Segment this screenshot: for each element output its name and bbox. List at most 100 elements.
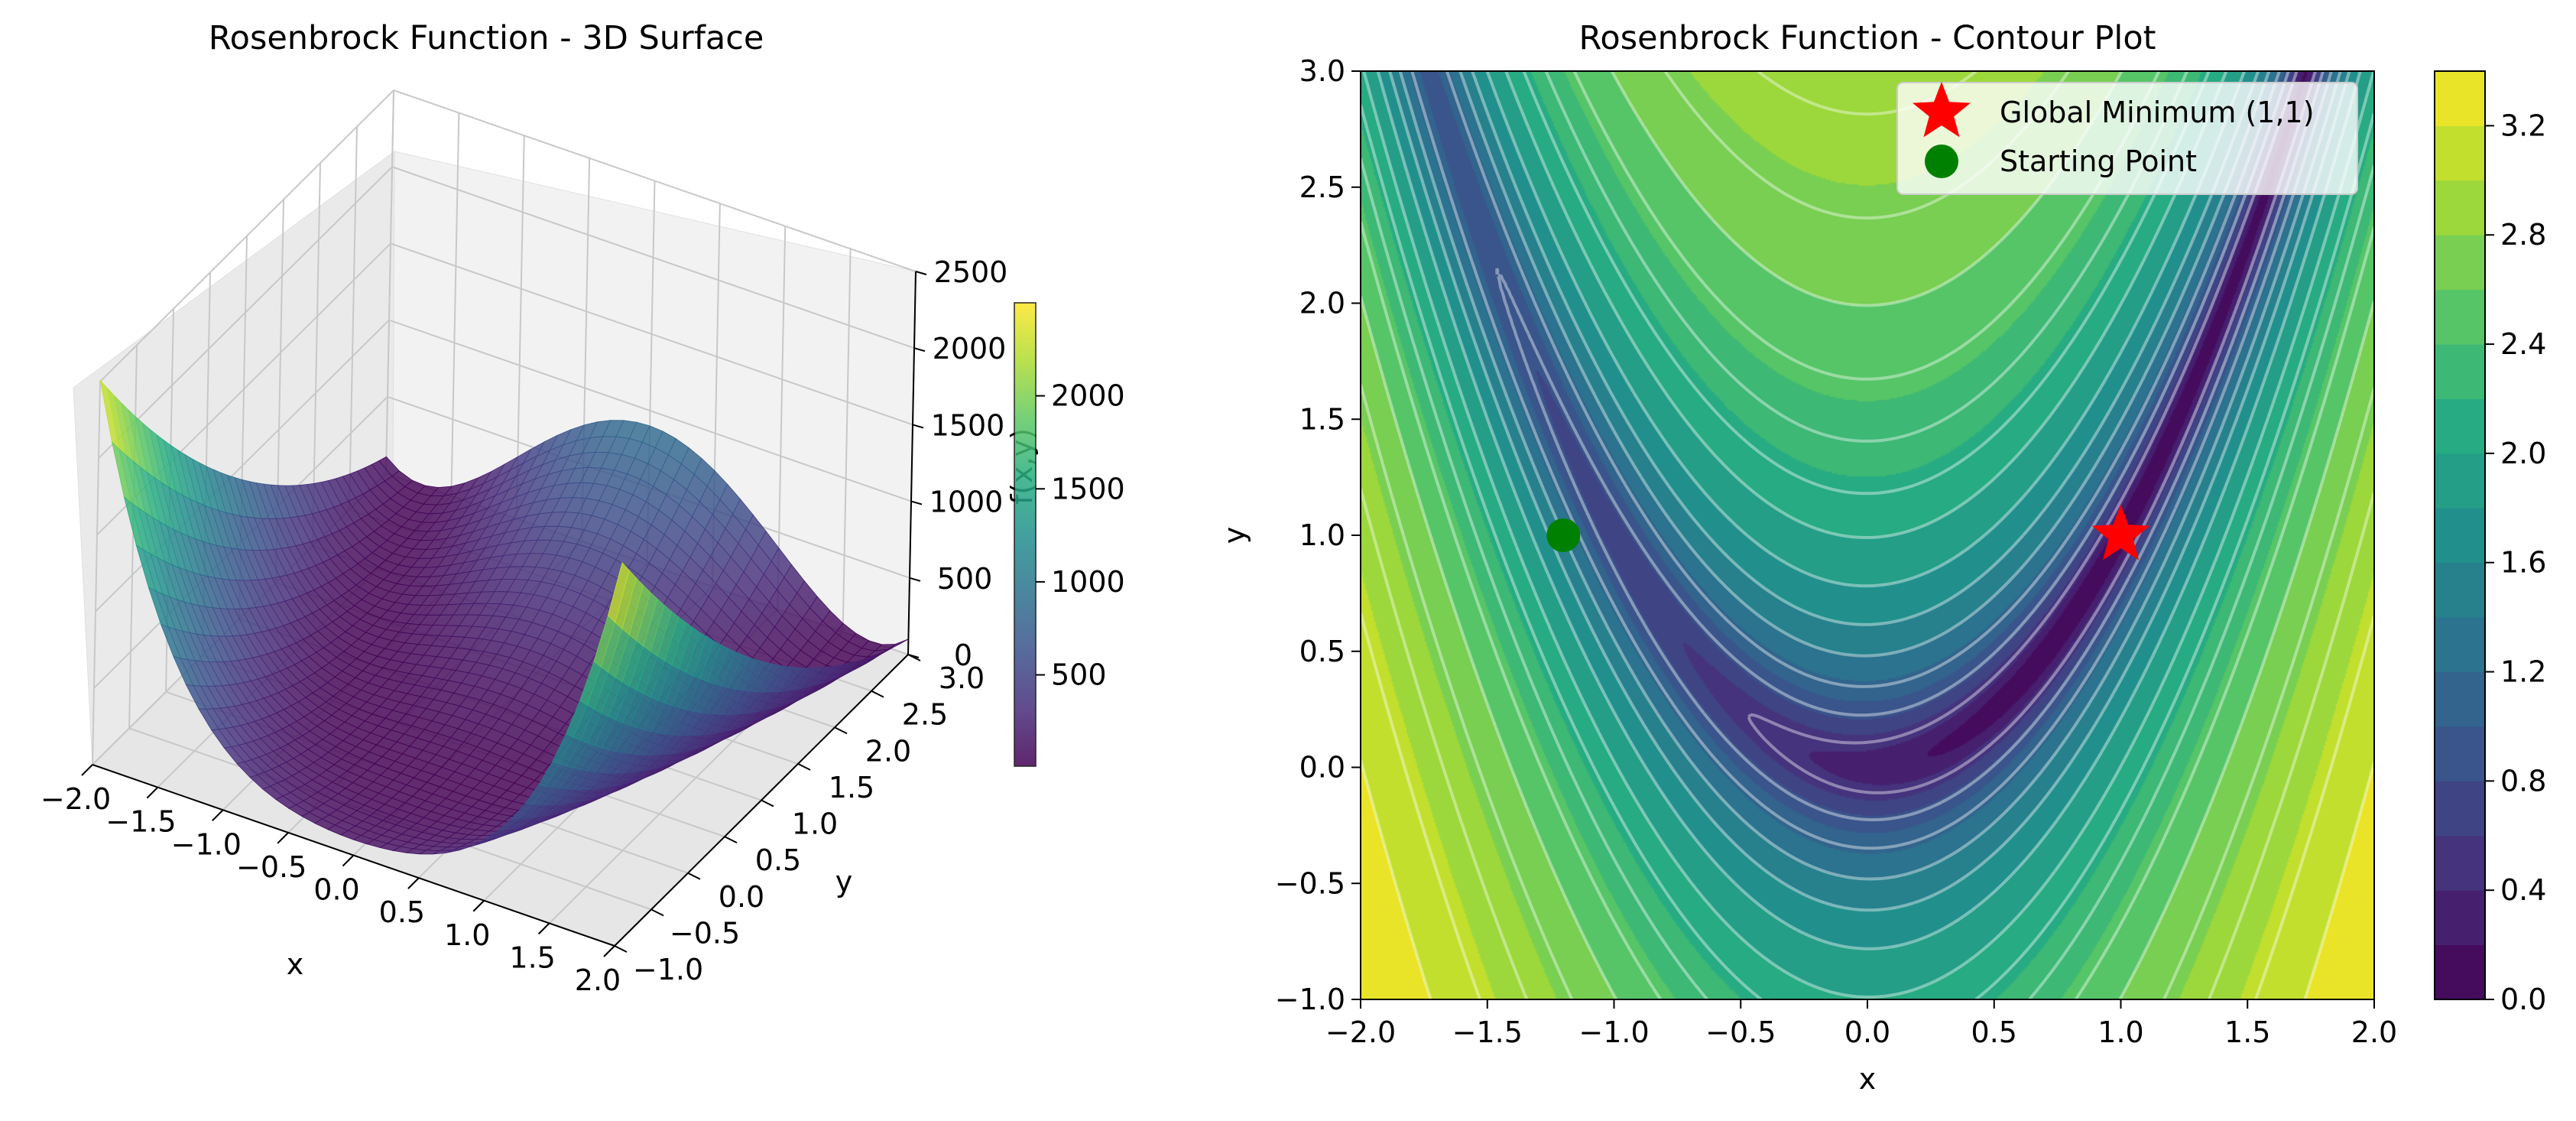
surface-panel: Rosenbrock Function - 3D Surface −2.0−1.… [41, 19, 1125, 997]
surface-x-tick-label: 2.0 [575, 963, 621, 997]
surface-y-tick-label: −0.5 [670, 916, 740, 950]
surface-x-tick [472, 900, 485, 912]
surface-y-tick-label: 0.0 [719, 880, 764, 914]
surface-y-tick-label: −1.0 [633, 953, 703, 986]
surface-ticks: −2.0−1.5−1.0−0.50.00.51.01.52.0 −1.0−0.50… [41, 255, 1008, 997]
contour-colorbar [2434, 70, 2486, 1000]
contour-colorbar-tick-label: 3.2 [2500, 109, 2546, 142]
surface-y-tick-label: 3.0 [939, 661, 985, 695]
surface-x-tick [81, 764, 93, 776]
global-minimum-star [2091, 505, 2150, 560]
contour-y-tick-label: 0.0 [1299, 751, 1345, 785]
surface-y-tick [871, 690, 884, 698]
surface-x-tick-label: 0.0 [313, 873, 359, 907]
surface-y-tick [761, 799, 774, 807]
surface-y-tick-label: 0.5 [755, 843, 801, 877]
surface-z-tick-label: 500 [937, 562, 993, 596]
contour-panel: Rosenbrock Function - Contour Plot −2.0−… [1218, 19, 2546, 1096]
surface-x-tick [537, 922, 550, 935]
legend-star-icon [1913, 82, 1971, 138]
contour-y-tick-label: −0.5 [1275, 866, 1345, 900]
surface-x-tick [212, 809, 224, 821]
contour-fill [1361, 71, 2374, 999]
contour-x-tick-label: 1.5 [2224, 1015, 2270, 1049]
contour-line [1361, 612, 2374, 999]
surface-colorbar [1014, 302, 1037, 767]
colorbar-band [2435, 671, 2485, 727]
contour-x-tick-label: 0.0 [1844, 1015, 1890, 1049]
surface-x-tick-label: 0.5 [379, 895, 425, 929]
colorbar-band [2435, 726, 2485, 781]
surface-y-tick-label: 2.0 [865, 734, 911, 768]
legend-box [1896, 82, 2358, 195]
surface-x-tick-label: −0.5 [236, 850, 307, 884]
surface-x-tick-label: −2.0 [41, 782, 111, 816]
surface-y-tick [797, 762, 811, 771]
contour-markers [1546, 505, 2150, 560]
colorbar-band [2435, 944, 2485, 1000]
contour-xlabel: x [1859, 1062, 1877, 1096]
contour-x-tick-label: −1.5 [1452, 1015, 1523, 1049]
surface-x-tick [277, 832, 289, 844]
surface-x-tick-label: 1.0 [444, 918, 490, 952]
surface-y-tick [650, 908, 664, 917]
surface-z-tick [909, 577, 921, 582]
surface-z-tick [912, 424, 924, 429]
surface-y-tick-label: 1.0 [792, 807, 838, 841]
surface-z-axis-line [907, 271, 917, 655]
contour-line [1361, 71, 2374, 999]
contour-colorbar-tick-label: 1.2 [2500, 655, 2546, 689]
starting-point-circle [1546, 518, 1581, 552]
contour-ticks: −2.0 −1.5 −1.0 −0.5 0.0 0.5 1.0 1.5 2.0 −1.0 −0.5 0… [1275, 54, 2398, 1049]
surface-z-tick [907, 654, 920, 658]
colorbar-band [2435, 781, 2485, 837]
colorbar-band [2435, 562, 2485, 618]
contour-colorbar-tick-label: 2.4 [2500, 327, 2546, 361]
contour-ylabel: y [1218, 527, 1251, 544]
contour-y-tick-label: 2.5 [1299, 171, 1345, 204]
surface-xlabel: x [287, 947, 304, 981]
contour-colorbar-ticks: 0.0 0.4 0.8 1.2 1.6 2.0 2.4 2.8 3.2 [2485, 109, 2546, 1016]
surface-z-tick-label: 2000 [933, 332, 1007, 366]
colorbar-band [2435, 453, 2485, 509]
surface-z-tick-label: 1500 [931, 408, 1005, 442]
surface-z-tick [915, 271, 927, 275]
colorbar-band [2435, 508, 2485, 564]
surface-x-tick [146, 786, 159, 799]
contour-colorbar-tick-label: 2.8 [2500, 218, 2546, 252]
colorbar-band [2435, 71, 2485, 126]
colorbar-band [2435, 835, 2485, 891]
surface-x-tick [407, 877, 420, 889]
legend-markers [1913, 82, 1971, 178]
surface-y-tick-label: 2.5 [902, 698, 948, 732]
contour-x-tick-label: 1.0 [2097, 1015, 2143, 1049]
contour-x-tick-label: −1.0 [1578, 1015, 1649, 1049]
surface-x-tick-label: −1.0 [171, 827, 242, 861]
contour-y-tick-label: −1.0 [1275, 983, 1345, 1016]
contour-colorbar-tick-label: 0.8 [2500, 764, 2546, 798]
contour-y-tick-label: 2.0 [1299, 287, 1345, 320]
surface-x-tick-label: −1.5 [105, 805, 176, 839]
surface-facet [607, 561, 630, 623]
surface-y-tick [834, 726, 848, 735]
contour-line [1495, 71, 2325, 822]
contour-colorbar-bands [2435, 71, 2485, 1000]
surface-colorbar-tick-label: 500 [1051, 658, 1107, 692]
surface-colorbar-tick-label: 1000 [1051, 565, 1125, 599]
contour-line [1361, 71, 2374, 999]
contour-line [1361, 71, 2374, 999]
contour-colorbar-tick-label: 2.0 [2500, 437, 2546, 470]
contour-colorbar-tick-label: 0.4 [2500, 873, 2546, 907]
grid-z-line [96, 242, 913, 536]
contour-x-tick-label: −0.5 [1705, 1015, 1776, 1049]
colorbar-band [2435, 235, 2485, 291]
contour-x-tick-label: −2.0 [1325, 1015, 1396, 1049]
colorbar-band [2435, 890, 2485, 946]
colorbar-band [2435, 344, 2485, 399]
legend-circle-icon [1925, 145, 1958, 178]
contour-y-tick-label: 1.5 [1299, 402, 1345, 436]
contour-y-tick-label: 3.0 [1299, 54, 1345, 88]
surface-colorbar-ticks: 500 1000 1500 2000 [1036, 379, 1125, 692]
surface-x-tick [342, 854, 355, 867]
contour-x-tick-label: 2.0 [2351, 1015, 2397, 1049]
